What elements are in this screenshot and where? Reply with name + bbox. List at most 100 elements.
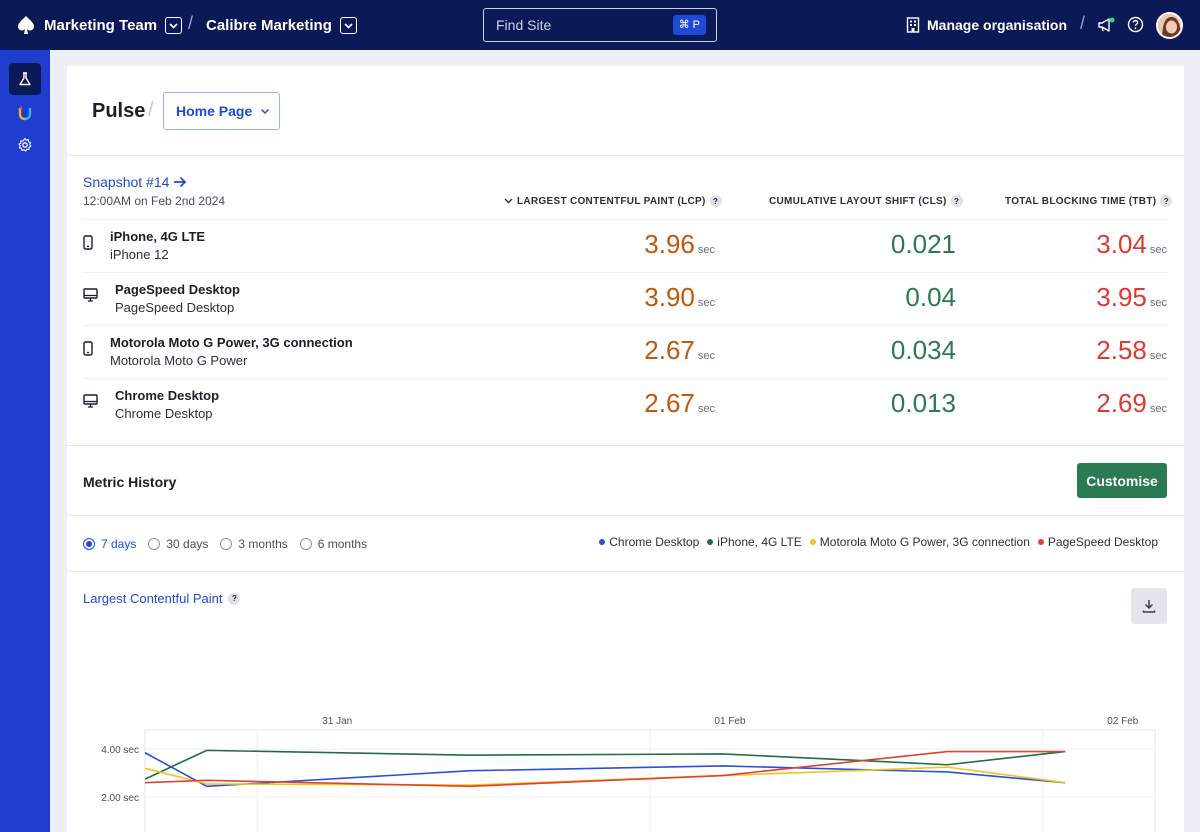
series-line [144, 750, 1066, 788]
u-logo-icon [18, 106, 32, 121]
tbt-value: 3.95 sec [1096, 282, 1167, 313]
y-tick-label: 2.00 sec [101, 793, 139, 804]
find-site-search[interactable]: Find Site ⌘ P [483, 8, 717, 42]
lcp-value: 2.67 sec [644, 335, 715, 366]
lcp-number: 2.67 [644, 335, 695, 365]
divider [67, 445, 1184, 446]
download-button[interactable] [1131, 588, 1167, 624]
chart-legend: Chrome Desktop iPhone, 4G LTE Motorola Mot… [599, 535, 1158, 549]
megaphone-icon[interactable] [1096, 16, 1116, 34]
range-option[interactable]: 30 days [148, 537, 208, 551]
main-card: Pulse / Home Page Snapshot #14 12:00AM o… [67, 66, 1184, 832]
unit-label: sec [1149, 297, 1167, 309]
cls-value: 0.021 [891, 229, 956, 260]
snapshot-date: 12:00AM on Feb 2nd 2024 [83, 194, 226, 208]
device-profile: iPhone 12 [110, 247, 169, 262]
page-title: Pulse [92, 100, 146, 122]
flask-icon [19, 72, 31, 86]
row-divider [83, 378, 1168, 379]
unit-label: sec [697, 244, 715, 256]
tbt-number: 3.04 [1096, 229, 1147, 259]
lcp-number: 2.67 [644, 388, 695, 418]
sidebar-item-settings[interactable] [9, 129, 41, 161]
manage-organisation-link[interactable]: Manage organisation [906, 0, 1067, 50]
legend-item[interactable]: PageSpeed Desktop [1037, 535, 1158, 549]
range-option[interactable]: 3 months [220, 537, 288, 551]
chevron-down-icon[interactable] [165, 16, 183, 34]
range-option[interactable]: 6 months [299, 537, 368, 551]
radio-button[interactable] [148, 538, 161, 550]
legend-item[interactable]: Chrome Desktop [599, 535, 699, 549]
lcp-value: 3.90 sec [644, 282, 715, 313]
cls-value: 0.04 [905, 282, 956, 313]
unit-label: sec [697, 350, 715, 362]
gear-icon [18, 137, 32, 152]
metric-history-title: Metric History [83, 474, 177, 490]
snapshot-link[interactable]: Snapshot #14 [83, 174, 187, 190]
range-label: 30 days [166, 537, 209, 551]
page-selector[interactable]: Home Page [163, 92, 280, 130]
sidebar-item-integration[interactable] [9, 97, 41, 129]
row-divider [83, 272, 1168, 273]
sort-chevron-icon [504, 198, 513, 204]
legend-dot [809, 539, 816, 545]
cls-value: 0.013 [891, 388, 956, 419]
help-icon[interactable]: ? [1160, 195, 1173, 207]
page-selector-label: Home Page [176, 103, 253, 119]
search-input[interactable]: Find Site [496, 17, 552, 33]
chart-title-link[interactable]: Largest Contentful Paint ? [83, 591, 241, 606]
legend-item[interactable]: iPhone, 4G LTE [707, 535, 802, 549]
row-divider [83, 219, 1168, 220]
device-name: Motorola Moto G Power, 3G connection [110, 335, 353, 350]
unit-label: sec [1149, 350, 1167, 362]
download-icon [1142, 600, 1156, 613]
column-header-lcp[interactable]: LARGEST CONTENTFUL PAINT (LCP) ? [504, 195, 722, 207]
divider [67, 571, 1184, 572]
range-selector: 7 days 30 days 3 months 6 months [83, 537, 371, 551]
table-row[interactable]: Chrome Desktop Chrome Desktop 2.67 sec 0.013… [67, 378, 1184, 431]
legend-label: Chrome Desktop [609, 535, 700, 549]
team-switcher[interactable]: Marketing Team [44, 0, 183, 50]
legend-item[interactable]: Motorola Moto G Power, 3G connection [809, 535, 1030, 549]
mobile-phone-icon [83, 341, 93, 361]
range-option[interactable]: 7 days [83, 537, 136, 551]
device-name: Chrome Desktop [115, 388, 220, 403]
customise-button[interactable]: Customise [1077, 463, 1167, 498]
unit-label: sec [1149, 403, 1167, 415]
site-switcher[interactable]: Calibre Marketing [206, 0, 357, 50]
tbt-value: 3.04 sec [1096, 229, 1167, 260]
help-icon[interactable]: ? [709, 195, 722, 207]
column-header-tbt[interactable]: TOTAL BLOCKING TIME (TBT) ? [1005, 195, 1173, 207]
column-label-lcp: LARGEST CONTENTFUL PAINT (LCP) [517, 195, 706, 207]
avatar[interactable] [1156, 12, 1183, 39]
spade-logo-icon[interactable] [16, 15, 36, 35]
x-tick-label: 31 Jan [322, 716, 352, 727]
radio-button[interactable] [83, 538, 95, 550]
help-icon[interactable] [1127, 16, 1144, 33]
chevron-down-icon[interactable] [339, 16, 357, 34]
range-label: 3 months [238, 537, 288, 551]
cls-number: 0.034 [890, 335, 956, 365]
help-icon[interactable]: ? [228, 592, 241, 605]
table-row[interactable]: PageSpeed Desktop PageSpeed Desktop 3.90 se… [67, 272, 1184, 325]
team-name: Marketing Team [44, 16, 158, 34]
table-row[interactable]: iPhone, 4G LTE iPhone 12 3.96 sec 0.021 3.04 s… [67, 219, 1184, 272]
table-row[interactable]: Motorola Moto G Power, 3G connection Moto… [67, 325, 1184, 378]
divider [67, 515, 1184, 516]
tbt-number: 2.69 [1096, 388, 1147, 418]
tbt-number: 2.58 [1096, 335, 1147, 365]
radio-button[interactable] [299, 538, 312, 550]
range-label: 6 months [317, 537, 368, 551]
tbt-value: 2.69 sec [1096, 388, 1167, 419]
sidebar [0, 50, 50, 832]
help-icon[interactable]: ? [950, 195, 963, 207]
legend-label: iPhone, 4G LTE [717, 535, 802, 549]
radio-button[interactable] [220, 538, 233, 550]
column-header-cls[interactable]: CUMULATIVE LAYOUT SHIFT (CLS) ? [769, 195, 963, 207]
site-name: Calibre Marketing [206, 16, 332, 34]
unit-label: sec [697, 297, 715, 309]
sidebar-item-lab[interactable] [9, 63, 41, 95]
manage-label: Manage organisation [927, 17, 1068, 33]
column-label-tbt: TOTAL BLOCKING TIME (TBT) [1005, 195, 1157, 207]
legend-label: Motorola Moto G Power, 3G connection [819, 535, 1030, 549]
